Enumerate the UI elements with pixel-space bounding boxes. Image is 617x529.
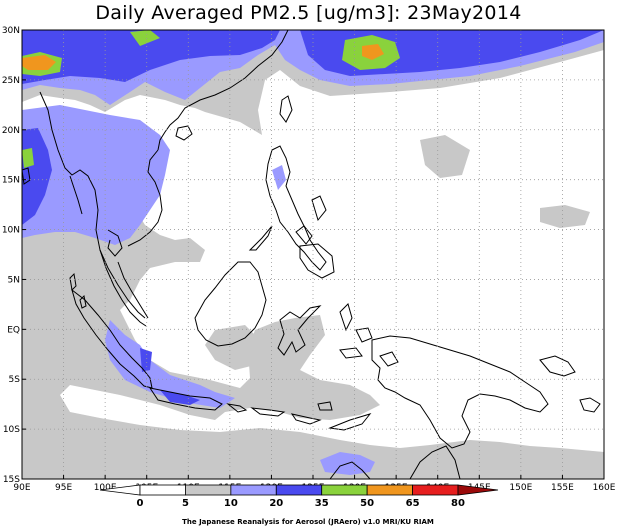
credit-text: The Japanese Reanalysis for Aerosol (JRA… bbox=[182, 518, 434, 526]
y-tick-label: 20N bbox=[2, 126, 20, 136]
coastlines bbox=[22, 30, 601, 479]
colorbar-label: 10 bbox=[224, 498, 238, 509]
y-tick-label: 30N bbox=[2, 26, 20, 36]
pm25-gray-east bbox=[420, 135, 470, 178]
colorbar-label: 80 bbox=[451, 498, 465, 509]
y-tick-label: 5S bbox=[9, 375, 21, 385]
pm25-orange-nw bbox=[22, 55, 56, 70]
pm25-gray-far-east bbox=[540, 205, 590, 228]
pm25-blue-sumatra bbox=[140, 348, 152, 372]
y-tick-label: EQ bbox=[7, 325, 20, 335]
colorbar-swatch bbox=[230, 484, 277, 496]
y-tick-label: 10N bbox=[2, 226, 20, 236]
x-tick-label: 150E bbox=[509, 483, 532, 493]
colorbar-label: 0 bbox=[137, 498, 144, 509]
colorbar-label: 35 bbox=[315, 498, 329, 509]
x-tick-label: 95E bbox=[55, 483, 72, 493]
pm25-orange-ne bbox=[362, 44, 384, 60]
pm25-blue-north bbox=[22, 30, 280, 84]
pm25-blue-java bbox=[160, 390, 200, 405]
y-tick-label: 25N bbox=[2, 76, 20, 86]
colorbar-label: 65 bbox=[406, 498, 420, 509]
map-title: Daily Averaged PM2.5 [ug/m3]: 23May2014 bbox=[95, 2, 522, 24]
colorbar-swatch bbox=[366, 484, 413, 496]
colorbar: 0 5 10 20 35 50 65 80 bbox=[99, 484, 499, 509]
pm25-green-west bbox=[22, 148, 34, 168]
x-tick-label: 160E bbox=[593, 483, 616, 493]
colorbar-swatch bbox=[412, 484, 459, 496]
pm25-lightblue-indochina bbox=[22, 105, 170, 245]
colorbar-swatch bbox=[321, 484, 368, 496]
y-tick-label: 15N bbox=[2, 176, 20, 186]
x-tick-label: 90E bbox=[13, 483, 30, 493]
y-tick-label: 5N bbox=[8, 275, 20, 285]
y-tick-label: 10S bbox=[3, 425, 20, 435]
pm25-green-top bbox=[130, 30, 160, 46]
colorbar-label: 5 bbox=[182, 498, 189, 509]
x-tick-label: 155E bbox=[551, 483, 574, 493]
colorbar-label: 20 bbox=[269, 498, 283, 509]
x-tick-label: 100E bbox=[94, 483, 117, 493]
colorbar-label: 50 bbox=[360, 498, 374, 509]
colorbar-swatch bbox=[275, 484, 323, 496]
gridlines bbox=[22, 30, 604, 479]
colorbar-arrow-right bbox=[457, 484, 499, 496]
y-axis: 15S 10S 5S EQ 5N 10N 15N 20N 25N 30N bbox=[2, 26, 26, 485]
colorbar-swatch bbox=[185, 484, 232, 496]
pm25-lightblue-luzon bbox=[272, 165, 286, 190]
colorbar-swatch bbox=[139, 484, 186, 496]
pm25-lightblue-sumatra bbox=[105, 320, 235, 408]
pm25-gray-west bbox=[22, 200, 604, 479]
y-tick-label: 15S bbox=[3, 475, 20, 485]
